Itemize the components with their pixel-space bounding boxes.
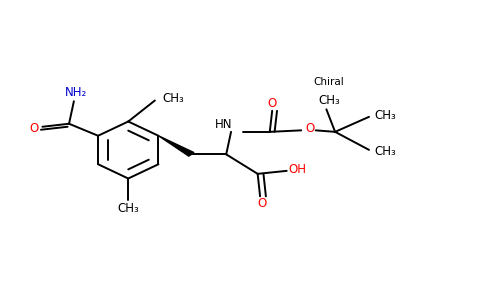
Text: CH₃: CH₃ (163, 92, 184, 106)
Text: O: O (268, 97, 277, 110)
Text: NH₂: NH₂ (65, 86, 88, 99)
Text: CH₃: CH₃ (118, 202, 139, 215)
Text: CH₃: CH₃ (374, 109, 396, 122)
Text: O: O (29, 122, 38, 135)
Text: CH₃: CH₃ (318, 94, 340, 107)
Text: O: O (258, 197, 267, 210)
Polygon shape (158, 136, 194, 156)
Text: Chiral: Chiral (314, 77, 344, 87)
Text: HN: HN (215, 118, 232, 131)
Text: OH: OH (288, 163, 306, 176)
Text: CH₃: CH₃ (374, 145, 396, 158)
Text: O: O (305, 122, 315, 135)
